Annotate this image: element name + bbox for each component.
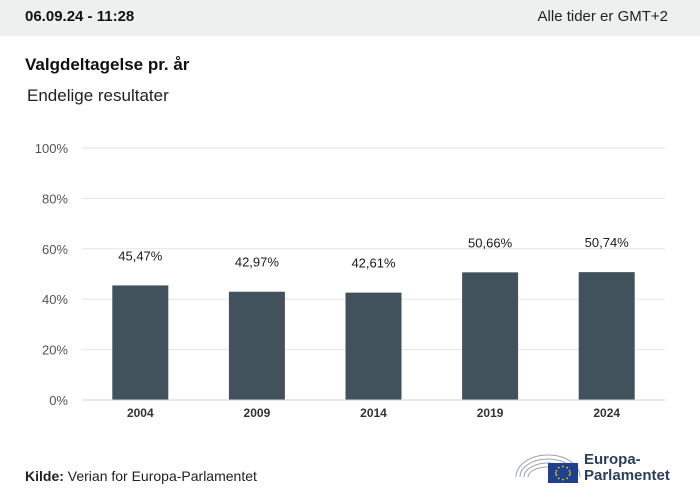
y-tick-label: 100% (35, 141, 69, 156)
data-label: 50,74% (585, 235, 630, 250)
hemicycle-icon (515, 454, 581, 483)
x-tick-label: 2004 (127, 406, 154, 420)
europarl-logo: Europa- Parlamentet (514, 447, 684, 487)
x-tick-label: 2014 (360, 406, 387, 420)
y-tick-label: 80% (42, 191, 68, 206)
y-tick-label: 20% (42, 343, 68, 358)
logo-line-2: Parlamentet (584, 467, 670, 484)
data-label: 42,97% (235, 255, 280, 270)
source-label: Kilde: (25, 468, 64, 484)
y-tick-label: 0% (49, 393, 68, 408)
x-tick-label: 2019 (477, 406, 504, 420)
bar (228, 291, 285, 400)
bar (345, 292, 402, 400)
logo-text: Europa- Parlamentet (584, 452, 670, 484)
source-note: Kilde: Verian for Europa-Parlamentet (25, 468, 257, 484)
y-tick-label: 60% (42, 242, 68, 257)
y-tick-label: 40% (42, 292, 68, 307)
eu-flag-icon (548, 463, 578, 483)
bar (578, 272, 635, 400)
data-label: 42,61% (351, 256, 396, 271)
logo-line-1: Europa- (584, 451, 641, 468)
x-tick-label: 2009 (244, 406, 271, 420)
data-label: 50,66% (468, 235, 513, 250)
bar (462, 272, 519, 400)
bar-chart: 0% 20% 40% 60% 80% 100% 45,47% 2004 42,97% 2009 42… (35, 141, 665, 420)
x-tick-label: 2024 (593, 406, 620, 420)
chart-title: Valgdeltagelse pr. år (25, 55, 190, 74)
bar (112, 285, 169, 400)
chart-subtitle: Endelige resultater (27, 86, 169, 105)
source-text: Verian for Europa-Parlamentet (67, 468, 257, 484)
header-bar: 06.09.24 - 11:28 Alle tider er GMT+2 (0, 0, 700, 36)
data-label: 45,47% (118, 248, 163, 263)
timestamp: 06.09.24 - 11:28 (25, 8, 135, 25)
timezone-note: Alle tider er GMT+2 (537, 8, 668, 25)
